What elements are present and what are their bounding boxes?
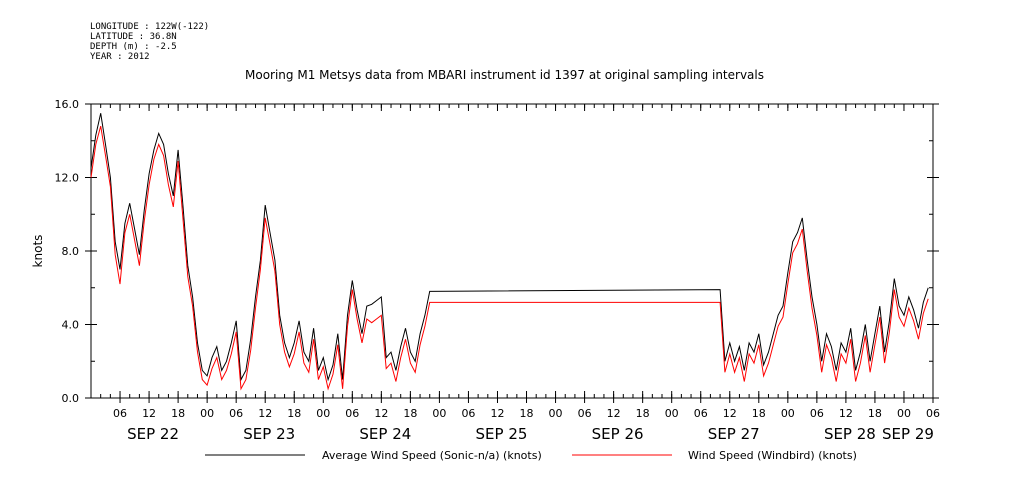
- x-tick-label: 06: [113, 407, 127, 420]
- meta-year: YEAR : 2012: [90, 52, 150, 62]
- x-day-label: SEP 28: [824, 425, 876, 443]
- meta-depth: DEPTH (m) : -2.5: [90, 42, 177, 52]
- x-day-label: SEP 23: [243, 425, 295, 443]
- x-tick-label: 18: [287, 407, 301, 420]
- x-tick-label: 00: [200, 407, 214, 420]
- meta-longitude: LONGITUDE : 122W(-122): [90, 22, 210, 32]
- x-tick-label: 00: [432, 407, 446, 420]
- x-tick-label: 00: [665, 407, 679, 420]
- x-tick-label: 12: [258, 407, 272, 420]
- meta-latitude: LATITUDE : 36.8N: [90, 32, 177, 42]
- x-tick-label: 18: [403, 407, 417, 420]
- x-tick-label: 12: [374, 407, 388, 420]
- x-tick-label: 18: [171, 407, 185, 420]
- y-tick-label: 12.0: [55, 172, 80, 185]
- series-line-sonic: [90, 113, 929, 382]
- legend-label-windbird: Wind Speed (Windbird) (knots): [688, 449, 857, 462]
- x-tick-label: 06: [810, 407, 824, 420]
- x-tick-label: 00: [897, 407, 911, 420]
- series-line-windbird: [90, 125, 929, 391]
- x-tick-label: 12: [142, 407, 156, 420]
- x-tick-label: 06: [461, 407, 475, 420]
- chart-title: Mooring M1 Metsys data from MBARI instru…: [245, 68, 764, 82]
- x-tick-label: 18: [868, 407, 882, 420]
- x-day-label: SEP 22: [127, 425, 179, 443]
- x-tick-label: 06: [345, 407, 359, 420]
- y-tick-label: 0.0: [62, 392, 80, 405]
- x-tick-label: 12: [723, 407, 737, 420]
- x-day-label: SEP 27: [708, 425, 760, 443]
- x-tick-label: 06: [926, 407, 940, 420]
- x-tick-label: 06: [578, 407, 592, 420]
- plot-frame: [90, 103, 934, 399]
- legend-label-sonic: Average Wind Speed (Sonic-n/a) (knots): [322, 449, 542, 462]
- x-tick-label: 12: [490, 407, 504, 420]
- x-tick-label: 00: [549, 407, 563, 420]
- metadata-block: LONGITUDE : 122W(-122) LATITUDE : 36.8N …: [90, 22, 209, 62]
- x-tick-label: 18: [636, 407, 650, 420]
- x-tick-label: 06: [229, 407, 243, 420]
- y-tick-label: 8.0: [62, 245, 80, 258]
- y-axis-label: knots: [31, 235, 45, 268]
- x-tick-label: 12: [607, 407, 621, 420]
- x-day-label: SEP 26: [592, 425, 644, 443]
- x-day-label: SEP 29: [882, 425, 934, 443]
- x-tick-label: 18: [752, 407, 766, 420]
- x-tick-label: 00: [781, 407, 795, 420]
- x-tick-label: 18: [520, 407, 534, 420]
- x-day-label: SEP 24: [359, 425, 411, 443]
- y-tick-label: 4.0: [62, 319, 80, 332]
- x-tick-label: 00: [316, 407, 330, 420]
- x-day-label: SEP 25: [476, 425, 528, 443]
- x-tick-label: 12: [839, 407, 853, 420]
- x-tick-label: 06: [694, 407, 708, 420]
- y-tick-label: 16.0: [55, 98, 80, 111]
